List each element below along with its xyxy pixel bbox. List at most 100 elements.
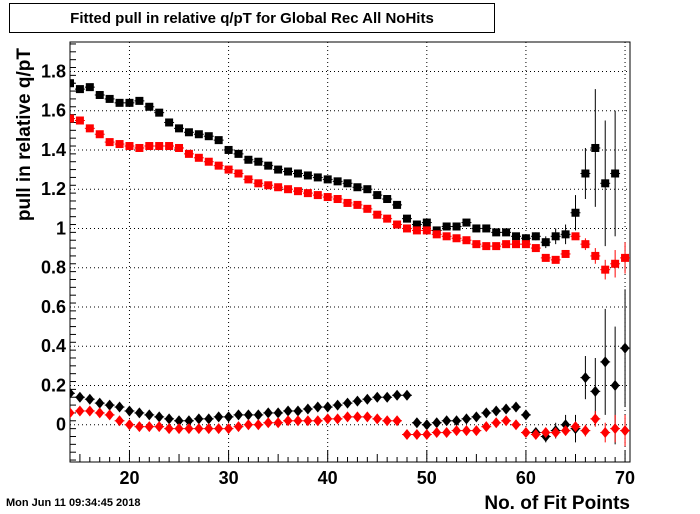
data-point — [343, 198, 352, 207]
data-point — [264, 181, 273, 190]
data-point — [481, 421, 491, 433]
data-point — [452, 222, 461, 231]
data-point — [392, 415, 402, 427]
data-point — [452, 234, 461, 243]
data-point — [244, 155, 253, 164]
data-point — [134, 407, 144, 419]
data-point — [204, 413, 214, 425]
data-point — [85, 393, 95, 405]
data-point — [432, 417, 442, 429]
data-point — [204, 423, 214, 435]
data-point — [511, 401, 521, 413]
data-point — [471, 411, 481, 423]
data-point — [472, 240, 481, 249]
data-point — [293, 169, 302, 178]
data-point — [75, 405, 85, 417]
data-point — [85, 83, 94, 92]
data-point — [214, 411, 224, 423]
data-point — [70, 407, 75, 419]
timestamp: Mon Jun 11 09:34:45 2018 — [6, 497, 141, 509]
x-tick-label: 30 — [219, 468, 239, 488]
data-point — [551, 427, 561, 439]
y-tick-label: 1.4 — [41, 140, 66, 160]
data-point — [502, 228, 511, 237]
series-2 — [70, 114, 639, 291]
data-point — [402, 214, 411, 223]
data-point — [422, 218, 431, 227]
data-point — [233, 421, 243, 433]
data-point — [124, 419, 134, 431]
data-point — [631, 283, 639, 291]
data-point — [75, 116, 84, 125]
data-point — [471, 425, 481, 437]
y-tick-label: 0.6 — [41, 297, 66, 317]
data-point — [491, 405, 501, 417]
data-point — [580, 425, 590, 437]
data-point — [273, 417, 283, 429]
data-point — [303, 415, 313, 427]
data-point — [174, 415, 184, 427]
data-point — [561, 230, 570, 239]
data-point — [263, 407, 273, 419]
data-point — [521, 234, 530, 243]
data-point — [501, 415, 511, 427]
data-point — [412, 220, 421, 229]
data-point — [531, 244, 540, 253]
plot-frame — [69, 41, 631, 463]
data-point — [95, 90, 104, 99]
data-point — [561, 249, 570, 258]
grid-lines — [70, 42, 630, 462]
data-point — [352, 395, 362, 407]
data-point — [402, 389, 412, 401]
data-point — [600, 356, 610, 368]
y-tick-label: 1.6 — [41, 101, 66, 121]
data-point — [105, 399, 115, 411]
data-point — [125, 98, 134, 107]
data-point — [95, 130, 104, 139]
data-point — [224, 411, 234, 423]
data-point — [610, 423, 620, 435]
data-point — [333, 195, 342, 204]
data-point — [155, 108, 164, 117]
data-point — [362, 393, 372, 405]
x-tick-label: 20 — [119, 468, 139, 488]
data-point — [303, 403, 313, 415]
data-point — [263, 417, 273, 429]
data-point — [105, 409, 115, 421]
data-point — [551, 255, 560, 264]
data-point — [144, 409, 154, 421]
data-point — [234, 169, 243, 178]
data-point — [442, 232, 451, 241]
x-tick-label: 50 — [417, 468, 437, 488]
data-point — [591, 251, 600, 260]
data-point — [393, 200, 402, 209]
x-axis-title: No. of Fit Points — [484, 493, 630, 514]
data-point — [531, 429, 541, 441]
data-point — [462, 236, 471, 245]
data-point — [352, 411, 362, 423]
data-point — [590, 413, 600, 425]
data-point — [95, 397, 105, 409]
data-point — [393, 220, 402, 229]
data-point — [125, 142, 134, 151]
data-point — [184, 149, 193, 158]
data-point — [293, 405, 303, 417]
data-point — [481, 407, 491, 419]
data-point — [323, 401, 333, 413]
y-tick-label: 0.2 — [41, 375, 66, 395]
y-tick-label: 0 — [56, 415, 66, 435]
data-point — [164, 413, 174, 425]
data-point — [85, 405, 95, 417]
data-point — [184, 423, 194, 435]
data-point — [234, 149, 243, 158]
data-point — [233, 409, 243, 421]
data-point — [283, 415, 293, 427]
data-point — [402, 224, 411, 233]
data-point — [571, 232, 580, 241]
series-3 — [70, 289, 630, 445]
data-point — [392, 389, 402, 401]
data-point — [610, 379, 620, 391]
data-point — [581, 169, 590, 178]
data-point — [570, 421, 580, 433]
data-point — [224, 145, 233, 154]
